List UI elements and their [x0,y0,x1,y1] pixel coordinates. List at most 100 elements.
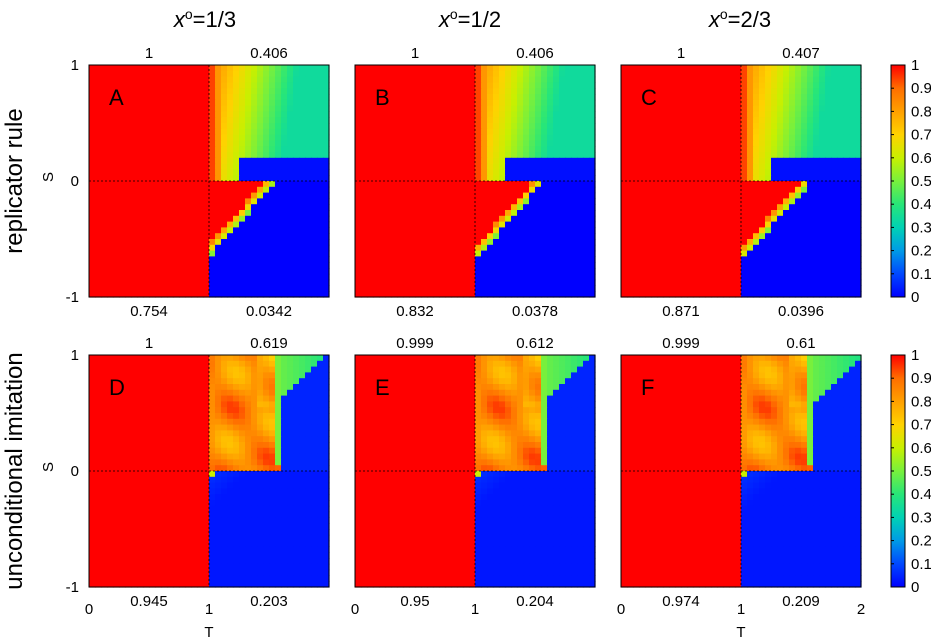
heatmap-cell [675,163,682,170]
heatmap-cell [723,291,730,298]
heatmap-cell [95,123,102,130]
heatmap-cell [481,221,488,228]
heatmap-cell [517,186,524,194]
heatmap-cell [197,70,204,78]
heatmap-cell [687,169,694,176]
heatmap-cell [107,239,114,246]
heatmap-cell [239,256,246,263]
heatmap-cell [391,111,398,118]
heatmap-cell [275,273,282,281]
heatmap-cell [517,82,524,89]
heatmap-cell [155,262,162,269]
heatmap-cell [281,210,288,217]
heatmap-cell [627,76,634,83]
heatmap-cell [735,128,742,136]
heatmap-cell [185,221,192,228]
heatmap-cell [367,152,374,159]
heatmap-cell [119,256,126,263]
heatmap-cell [101,146,108,153]
heatmap-cell [409,291,416,298]
heatmap-cell [155,239,162,246]
heatmap-cell [813,204,820,211]
heatmap-cell [487,227,494,234]
heatmap-cell [837,88,844,95]
heatmap-cell [421,256,428,263]
heatmap-cell [191,123,198,130]
heatmap-cell [639,204,646,211]
heatmap-cell [711,186,718,194]
heatmap-cell [167,157,174,165]
heatmap-cell [209,198,216,205]
heatmap-cell [645,117,652,124]
heatmap-cell [777,88,784,95]
heatmap-cell [813,291,820,298]
heatmap-cell [287,65,294,72]
heatmap-cell [627,273,634,281]
heatmap-cell [849,175,856,182]
heatmap-cell [203,94,210,101]
heatmap-cell [669,111,676,118]
heatmap-cell [675,227,682,234]
heatmap-cell [717,250,724,257]
heatmap-cell [723,88,730,95]
heatmap-cell [511,215,518,223]
heatmap-cell [373,204,380,211]
heatmap-cell [565,268,572,275]
heatmap-cell [541,88,548,95]
heatmap-cell [89,123,96,130]
heatmap-cell [687,221,694,228]
heatmap-cell [639,152,646,159]
heatmap-cell [723,65,730,72]
heatmap-cell [813,186,820,194]
heatmap-cell [705,76,712,83]
heatmap-cell [131,256,138,263]
heatmap-cell [89,250,96,257]
heatmap-cell [735,157,742,165]
heatmap-cell [535,233,542,240]
heatmap-cell [577,88,584,95]
heatmap-cell [717,128,724,136]
heatmap-cell [639,105,646,112]
heatmap-cell [547,111,554,118]
heatmap-cell [621,221,628,228]
heatmap-cell [669,192,676,199]
heatmap-cell [481,82,488,89]
heatmap-cell [831,117,838,124]
heatmap-cell [263,82,270,89]
heatmap-cell [197,163,204,170]
heatmap-cell [469,192,476,199]
heatmap-cell [373,262,380,269]
heatmap-cell [855,111,862,118]
heatmap-cell [783,152,790,159]
heatmap-cell [239,99,246,107]
heatmap-cell [705,140,712,147]
heatmap-cell [287,291,294,298]
heatmap-cell [113,256,120,263]
heatmap-cell [143,65,150,72]
heatmap-cell [101,94,108,101]
heatmap-cell [391,175,398,182]
heatmap-cell [323,128,330,136]
heatmap-cell [813,250,820,257]
heatmap-cell [723,250,730,257]
heatmap-cell [789,279,796,286]
heatmap-cell [221,94,228,101]
heatmap-cell [197,65,204,72]
heatmap-cell [535,70,542,78]
heatmap-cell [373,82,380,89]
heatmap-cell [293,262,300,269]
heatmap-cell [251,134,258,141]
heatmap-cell [789,204,796,211]
heatmap-cell [125,146,132,153]
heatmap-cell [681,227,688,234]
heatmap-cell [379,134,386,141]
heatmap-cell [167,152,174,159]
heatmap-cell [233,273,240,281]
heatmap-cell [723,186,730,194]
heatmap-cell [699,244,706,252]
heatmap-cell [681,181,688,188]
heatmap-cell [203,355,210,362]
heatmap-cell [191,186,198,194]
heatmap-cell [179,140,186,147]
heatmap-cell [681,140,688,147]
